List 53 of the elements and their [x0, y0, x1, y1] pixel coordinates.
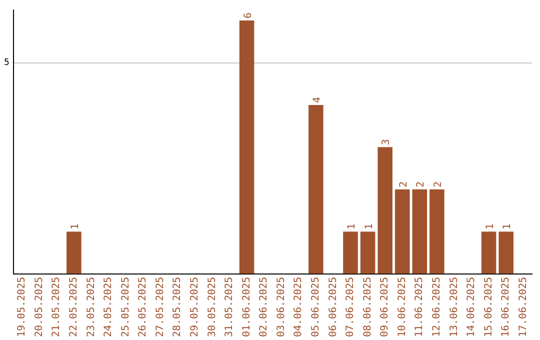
x-tick-label: 27.05.2025 — [154, 276, 166, 338]
x-tick-label: 13.06.2025 — [448, 276, 460, 338]
x-tick-label: 06.06.2025 — [328, 276, 339, 338]
x-tick-label: 09.06.2025 — [380, 276, 391, 338]
x-tick-label: 28.05.2025 — [172, 276, 184, 338]
data-label: 1 — [70, 224, 81, 230]
bar — [360, 232, 376, 274]
bar — [412, 189, 428, 274]
x-tick-label: 24.05.2025 — [103, 276, 114, 338]
x-tick-label: 22.05.2025 — [68, 276, 80, 338]
x-tick-label: 21.05.2025 — [51, 276, 62, 338]
bar — [498, 232, 514, 274]
x-tick-label: 16.06.2025 — [500, 276, 512, 338]
bar — [378, 147, 392, 274]
x-tick-label: 02.06.2025 — [258, 276, 270, 338]
x-tick-label: 23.05.2025 — [86, 276, 97, 338]
x-tick-label: 14.06.2025 — [466, 276, 478, 338]
x-tick-label: 05.06.2025 — [310, 276, 322, 338]
x-tick-label: 29.05.2025 — [190, 276, 201, 338]
x-tick-label: 19.05.2025 — [16, 276, 28, 338]
data-label: 2 — [432, 181, 444, 188]
x-tick-label: 25.05.2025 — [120, 276, 132, 338]
data-label: 6 — [242, 12, 254, 19]
x-tick-label: 15.06.2025 — [483, 276, 494, 338]
data-label: 3 — [381, 139, 392, 146]
x-tick-label: 08.06.2025 — [362, 276, 374, 338]
x-tick-label: 03.06.2025 — [276, 276, 287, 338]
x-tick-label: 10.06.2025 — [396, 276, 408, 338]
bar — [343, 232, 358, 274]
data-label: 2 — [416, 181, 427, 188]
x-tick-label: 07.06.2025 — [345, 276, 356, 338]
bar — [481, 232, 496, 274]
x-tick-label: 04.06.2025 — [293, 276, 304, 338]
y-tick-label: 5 — [4, 58, 10, 68]
bar — [430, 189, 444, 274]
x-tick-label: 12.06.2025 — [432, 276, 443, 338]
x-tick-label: 17.06.2025 — [518, 276, 529, 338]
bar — [66, 232, 82, 274]
data-label: 1 — [364, 224, 375, 230]
x-tick-label: 11.06.2025 — [414, 276, 426, 338]
data-label: 1 — [484, 224, 496, 230]
x-tick-label: 01.06.2025 — [241, 276, 252, 338]
data-label: 1 — [502, 224, 514, 230]
data-label: 1 — [346, 224, 358, 230]
bar — [394, 189, 410, 274]
data-label: 4 — [312, 96, 323, 103]
x-tick-label: 20.05.2025 — [34, 276, 45, 338]
data-label: 2 — [398, 181, 410, 188]
x-tick-label: 31.05.2025 — [224, 276, 236, 338]
bar — [308, 104, 324, 274]
x-tick-label: 26.05.2025 — [138, 276, 149, 338]
x-tick-label: 30.05.2025 — [206, 276, 218, 338]
bar — [239, 20, 254, 274]
